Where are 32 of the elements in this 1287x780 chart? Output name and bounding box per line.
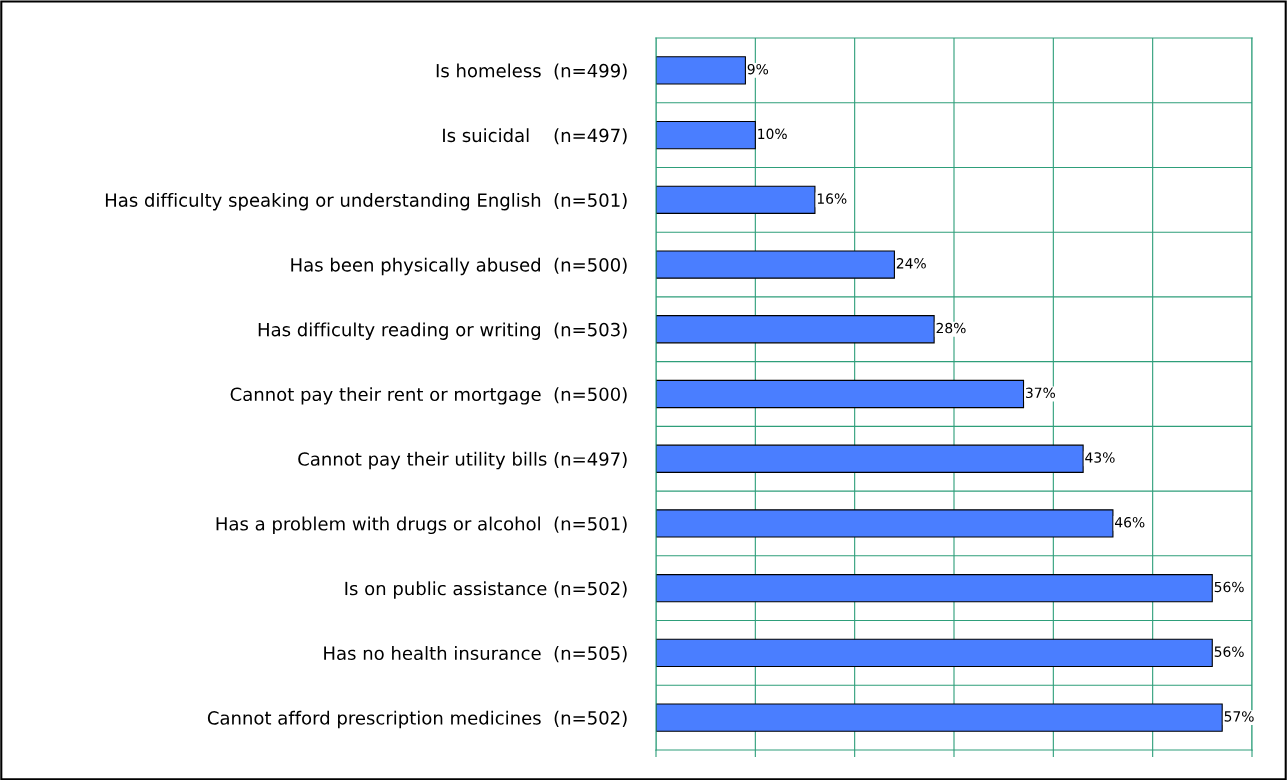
bar [656, 638, 1213, 668]
bar [656, 379, 1025, 409]
y-tick-label: Has difficulty speaking or understanding English (n=501) [105, 192, 627, 211]
y-tick-label: Is suicidal (n=497) [443, 128, 627, 145]
data-label: 10% [758, 128, 787, 140]
bar [656, 574, 1213, 603]
y-tick-label: Cannot pay their utility bills (n=497) [298, 451, 627, 470]
y-tick-label: Has a problem with drugs or alcohol (n=501) [216, 516, 627, 535]
data-label: 16% [817, 193, 847, 204]
bar [656, 250, 895, 279]
y-tick-label: Has been physically abused (n=500) [291, 257, 627, 276]
bar [656, 120, 756, 150]
data-label: 57% [1224, 711, 1254, 722]
data-label: 9% [747, 63, 769, 75]
y-tick-label: Cannot pay their rent or mortgage (n=500) [230, 387, 627, 405]
data-label: 56% [1214, 646, 1244, 657]
data-label: 24% [896, 258, 926, 269]
bar [656, 444, 1084, 473]
bar [656, 56, 746, 85]
bar [656, 509, 1114, 538]
data-label: 46% [1115, 516, 1145, 528]
bar [656, 703, 1223, 732]
bar [656, 185, 816, 214]
y-tick-label: Is on public assistance (n=502) [345, 581, 627, 599]
data-label: 37% [1025, 387, 1056, 399]
y-tick-label: Has no health insurance (n=505) [324, 646, 627, 663]
y-tick-label: Has difficulty reading or writing (n=503) [258, 322, 627, 340]
data-label: 28% [936, 322, 966, 334]
y-tick-label: Cannot afford prescription medicines (n=502) [207, 710, 627, 729]
data-label: 56% [1214, 581, 1244, 593]
y-tick-label: Is homeless (n=499) [436, 63, 627, 80]
data-label: 43% [1085, 452, 1115, 463]
